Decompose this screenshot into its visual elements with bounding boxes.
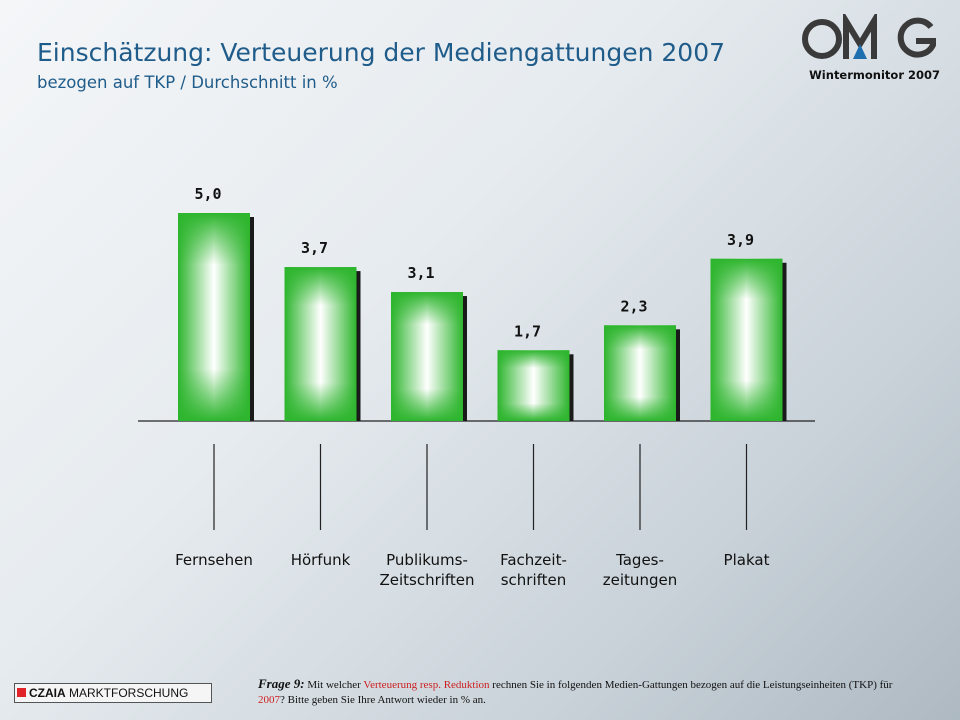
data-label: 3,9: [727, 231, 754, 249]
category-label-line: Fernsehen: [175, 551, 253, 569]
question-highlight1: Verteuerung resp. Reduktion: [363, 679, 490, 691]
category-label: Fachzeit-schriften: [500, 551, 567, 589]
category-label: Tages-zeitungen: [603, 551, 677, 589]
bar-overlay: [178, 213, 250, 421]
omg-logo: [802, 14, 936, 59]
category-label-line: Tages-: [615, 551, 664, 569]
brand-square-icon: [17, 688, 26, 697]
category-label-line: Fachzeit-: [500, 551, 567, 569]
logo-letter-o: [802, 19, 842, 59]
category-label-line: Publikums-: [386, 551, 468, 569]
category-label: Fernsehen: [175, 551, 253, 569]
category-label-line: Plakat: [724, 551, 770, 569]
logo-caption: Wintermonitor 2007: [809, 68, 940, 82]
data-label: 5,0: [194, 185, 221, 203]
logo-accent-triangle: [853, 44, 867, 59]
chart-title: Einschätzung: Verteuerung der Mediengatt…: [37, 38, 726, 67]
question-part3: ? Bitte geben Sie Ihre Antwort wieder in…: [280, 694, 486, 706]
question-highlight2: 2007: [258, 694, 280, 706]
data-label: 2,3: [620, 297, 647, 315]
chart-subtitle: bezogen auf TKP / Durchschnitt in %: [37, 73, 338, 92]
bar-overlay: [710, 258, 783, 421]
category-label: Publikums- Zeitschriften: [379, 551, 474, 589]
category-label-line: Zeitschriften: [379, 571, 474, 589]
category-label: Plakat: [724, 551, 770, 569]
logo-letter-g: [897, 17, 936, 58]
category-label-line: zeitungen: [603, 571, 677, 589]
data-label: 3,7: [301, 239, 328, 257]
data-label: 1,7: [514, 322, 541, 340]
question-label: Frage 9:: [258, 676, 305, 691]
question-part2: rechnen Sie in folgenden Medien-Gattunge…: [489, 679, 893, 691]
brand-bold: CZAIA: [29, 686, 66, 700]
category-label: Hörfunk: [291, 551, 351, 569]
question-note: Frage 9: Mit welcher Verteuerung resp. R…: [258, 676, 898, 708]
brand-rest: MARKTFORSCHUNG: [65, 686, 189, 700]
bar-overlay: [497, 350, 570, 421]
brand-badge: CZAIA MARKTFORSCHUNG: [14, 683, 212, 703]
bar-overlay: [604, 325, 676, 421]
question-part1: Mit welcher: [304, 679, 364, 691]
data-label: 3,1: [407, 264, 434, 282]
category-label-line: Hörfunk: [291, 551, 351, 569]
bar-overlay: [391, 292, 463, 421]
bar-overlay: [284, 267, 357, 421]
category-label-line: schriften: [501, 571, 567, 589]
